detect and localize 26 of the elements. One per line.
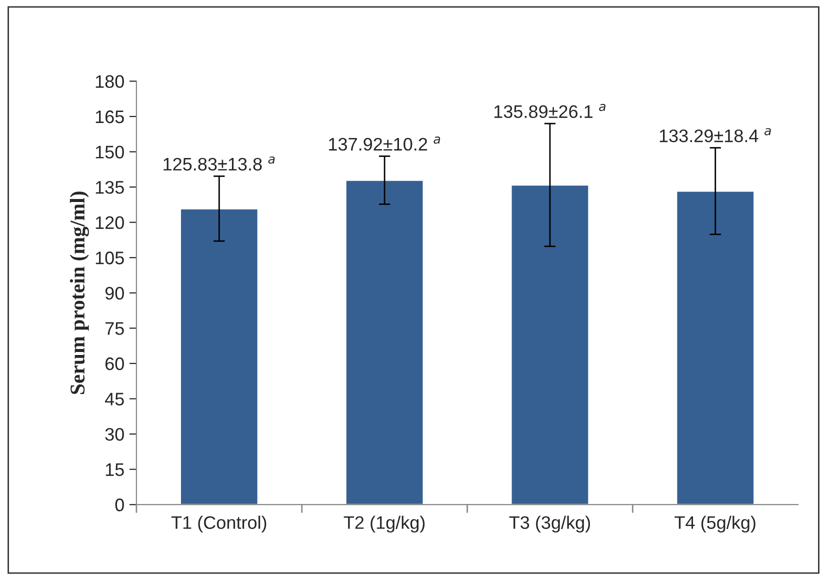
annotation: 133.29±18.4 $^{a}$ (660, 128, 771, 142)
annotation: 125.83±13.8 $^{a}$ (164, 156, 275, 171)
y-tick-label: 150 (96, 146, 124, 158)
bar (676, 190, 755, 505)
y-tick-label: 45 (104, 392, 124, 406)
y-tick-label: 105 (96, 252, 124, 264)
x-tick-label: T1 (Control) (171, 516, 266, 533)
y-tick-label: 135 (96, 180, 124, 194)
y-tick-label: 75 (105, 322, 124, 335)
annotation: 135.89±26.1 $^{a}$ (494, 104, 606, 118)
y-tick-label: 0 (115, 498, 124, 512)
x-tick-label: T4 (5g/kg) (674, 516, 756, 533)
annotation: 137.92±10.2 $^{a}$ (329, 136, 440, 151)
bar (344, 179, 424, 505)
bar (180, 208, 259, 505)
y-tick-label: 165 (96, 110, 124, 124)
x-tick-label: T3 (3g/kg) (509, 516, 590, 533)
y-tick-label: 120 (96, 216, 124, 230)
y-tick-label: 15 (106, 463, 124, 476)
x-tick-label: T2 (1g/kg) (344, 516, 425, 533)
y-tick-label: 30 (105, 428, 124, 441)
y-tick-label: 180 (96, 75, 124, 88)
y-tick-label: 60 (105, 357, 124, 370)
y-axis-title: Serum protein (mg/ml) (70, 192, 89, 394)
bar (510, 184, 590, 505)
y-tick-label: 90 (105, 286, 124, 300)
